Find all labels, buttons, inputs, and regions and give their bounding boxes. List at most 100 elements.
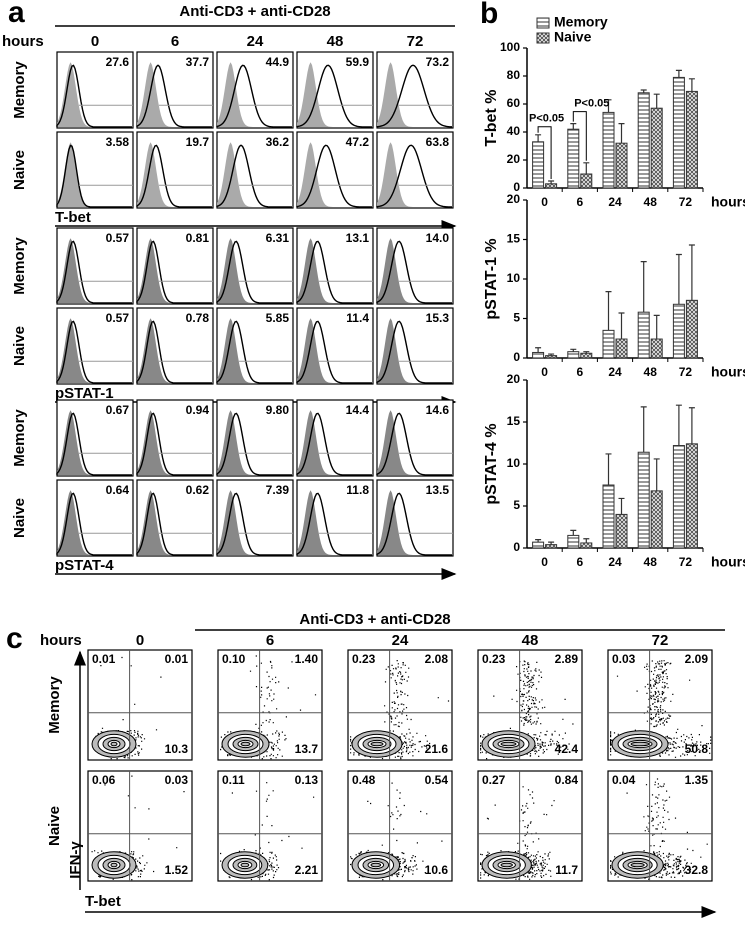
hour-label: 72 [407,33,424,50]
quadrant-percent: 0.54 [425,773,449,787]
y-tick-label: 0 [513,350,520,364]
bar [580,173,593,189]
contour [500,862,513,868]
percent-label: 0.94 [186,403,210,417]
percent-label: 0.57 [106,231,130,245]
contour [110,741,118,747]
row-label: Memory [11,237,28,295]
bar [685,443,698,549]
panel-c: c Anti-CD3 + anti-CD28 hours 0 6 24 48 72 Memory… [6,611,725,918]
percent-label: 37.7 [186,55,210,69]
sample-histogram [376,144,453,208]
quadrant-percent: 1.35 [685,773,709,787]
contour [630,862,645,868]
bar [532,541,545,549]
control-histogram [57,318,133,383]
bar [650,490,663,549]
x-axis-label: hours [711,194,745,210]
control-histogram [137,318,213,383]
quadrant-percent: 0.23 [352,652,376,666]
error-bar [653,458,660,491]
sample-histogram [56,412,132,476]
quadrant-percent: 32.8 [685,863,709,877]
x-tick-label: 72 [679,365,693,379]
sample-histogram [136,492,212,556]
error-bar [675,253,682,305]
quadrant-percent: 0.03 [165,773,189,787]
control-histogram [217,490,293,555]
percent-label: 0.64 [106,483,130,497]
bar [580,542,593,549]
hour-label: 48 [327,33,344,50]
control-histogram [377,62,453,127]
bar [532,141,545,189]
bar [672,76,685,189]
error-bar [618,312,625,340]
control-histogram [137,410,213,475]
control-histogram [297,238,373,303]
y-tick-label: 40 [507,124,521,138]
quadrant-percent: 1.40 [295,652,319,666]
bar [602,111,615,189]
panel-label: b [480,0,498,30]
sample-histogram [216,240,292,304]
quadrant-percent: 0.01 [165,652,189,666]
quadrant-percent: 0.27 [482,773,506,787]
percent-label: 63.8 [426,135,450,149]
x-tick-label: 24 [608,555,622,569]
quadrant-percent: 0.84 [555,773,579,787]
sample-histogram [296,320,372,384]
hour-label: 6 [171,33,179,50]
event-dots [610,660,712,758]
annotation: P<0.05 [574,98,609,110]
bar [650,338,663,359]
bar [637,92,650,189]
percent-label: 14.0 [426,231,450,245]
quadrant-percent: 0.03 [612,652,636,666]
error-bar [548,353,555,356]
bar [672,303,685,359]
y-tick-label: 5 [513,311,520,325]
error-bar [583,538,590,543]
contour [370,862,382,868]
bar [602,484,615,549]
control-histogram [217,238,293,303]
bar [672,445,685,549]
y-tick-label: 5 [513,498,520,512]
error-bar [583,351,590,354]
percent-label: 0.81 [186,231,210,245]
quadrant-percent: 42.4 [555,742,579,756]
panel-label: a [8,0,25,29]
error-bar [605,99,612,113]
control-histogram [377,410,453,475]
percent-label: 36.2 [266,135,290,149]
marker-label: pSTAT-1 [55,385,114,402]
control-histogram [217,410,293,475]
hour-label: 6 [266,632,274,649]
x-tick-label: 48 [644,195,658,209]
contour [500,741,517,747]
control-histogram [57,238,133,303]
sample-histogram [376,412,452,476]
control-histogram [137,142,213,207]
quadrant-percent: 0.11 [222,773,245,787]
x-axis-label: hours [711,364,745,380]
hour-label: 24 [247,33,264,50]
significance-bracket [572,111,587,161]
events [610,660,712,758]
percent-label: 44.9 [266,55,290,69]
x-tick-label: 0 [541,555,548,569]
control-histogram [377,490,453,555]
hour-label: 0 [91,33,99,50]
y-tick-label: 0 [513,540,520,554]
error-bar [548,180,555,184]
event-dots [93,655,170,760]
quadrant-percent: 11.7 [555,863,578,877]
bar [602,329,615,359]
error-bar [618,123,625,144]
y-tick-label: 60 [507,96,521,110]
x-tick-label: 72 [679,195,693,209]
sample-histogram [376,64,453,128]
contour [110,862,118,868]
